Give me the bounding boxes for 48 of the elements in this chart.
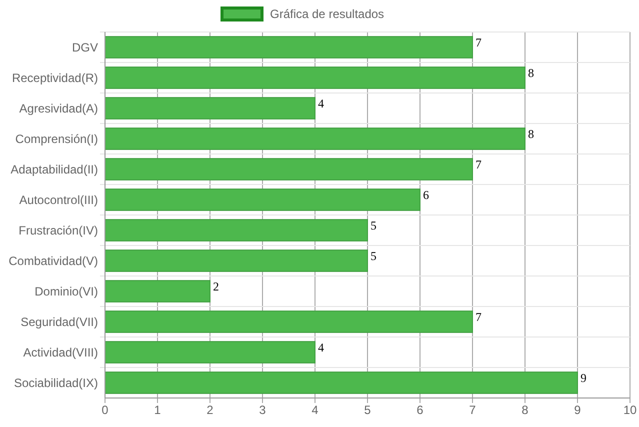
data-label: 6 — [423, 188, 429, 202]
data-label: 8 — [528, 66, 534, 80]
y-tick-label: Sociabilidad(IX) — [14, 376, 98, 390]
data-label: 4 — [318, 340, 324, 355]
y-tick-label: Comprensión(I) — [15, 132, 98, 146]
x-tick-label: 6 — [416, 403, 424, 417]
data-label: 2 — [213, 280, 219, 294]
x-tick-label: 0 — [102, 403, 109, 417]
data-label: 5 — [370, 218, 376, 233]
x-tick-label: 9 — [574, 403, 582, 417]
bar — [104, 97, 316, 120]
x-tick-label: 7 — [469, 403, 476, 417]
y-tick-label: Actividad(VIII) — [23, 345, 98, 360]
y-tick-label: DGV — [72, 40, 98, 54]
legend-label: Gráfica de resultados — [270, 7, 384, 21]
bar — [104, 36, 473, 58]
data-label: 8 — [528, 127, 534, 142]
bar — [104, 372, 578, 394]
bar — [104, 250, 368, 272]
y-tick-label: Combatividad(V) — [8, 254, 98, 268]
bar — [104, 280, 210, 302]
y-tick-label: Agresividad(A) — [19, 101, 98, 116]
data-label: 5 — [370, 249, 376, 264]
x-tick-label: 2 — [206, 403, 214, 417]
bar — [104, 341, 316, 364]
y-tick-label: Seguridad(VII) — [20, 314, 98, 329]
x-tick-label: 1 — [154, 403, 162, 417]
x-tick-label: 4 — [312, 403, 319, 417]
data-label: 7 — [476, 158, 482, 172]
bar — [104, 66, 526, 89]
y-tick-label: Receptividad(R) — [12, 70, 98, 85]
y-tick-label: Autocontrol(III) — [19, 192, 98, 207]
y-tick-label: Adaptabilidad(II) — [10, 162, 98, 176]
x-tick-label: 5 — [364, 403, 372, 417]
bar — [104, 219, 368, 242]
x-tick-label: 3 — [259, 403, 266, 417]
data-label: 9 — [580, 371, 586, 386]
data-label: 7 — [476, 36, 482, 50]
y-tick-label: Dominio(VI) — [34, 284, 98, 298]
x-tick-label: 8 — [522, 403, 529, 417]
data-label: 7 — [476, 310, 482, 324]
x-tick-label: 10 — [623, 403, 637, 417]
bar — [104, 188, 420, 211]
bar — [104, 128, 526, 150]
y-tick-label: Frustración(IV) — [18, 223, 98, 238]
data-label: 4 — [318, 96, 324, 111]
bar — [104, 158, 473, 180]
bar — [104, 310, 473, 333]
